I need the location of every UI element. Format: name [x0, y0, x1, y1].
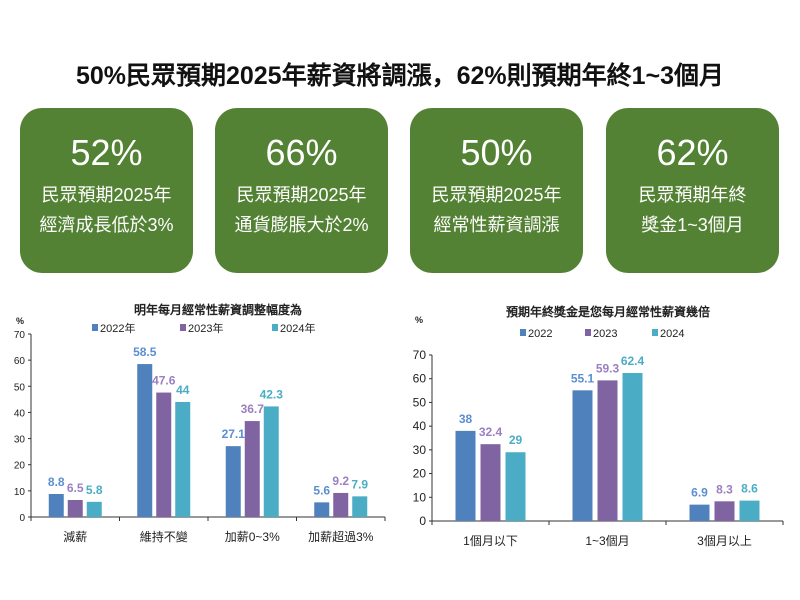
y-tick-label: 50 — [14, 382, 26, 393]
x-tick-label: 1~3個月 — [585, 534, 629, 548]
bar-0-2 — [225, 446, 241, 517]
y-tick-label: 0 — [419, 514, 426, 528]
legend-label: 2022 — [528, 328, 552, 340]
stat-label: 民眾預期2025年 — [41, 185, 172, 205]
x-tick-label: 減薪 — [63, 529, 87, 544]
y-tick-label: 60 — [14, 356, 26, 367]
legend-swatch-2 — [272, 324, 278, 331]
data-label: 5.8 — [86, 483, 103, 497]
bar-0-1 — [572, 390, 593, 521]
bar-2-1 — [622, 373, 643, 521]
data-label: 59.3 — [596, 361, 620, 375]
data-label: 9.2 — [332, 474, 349, 488]
stat-label: 經常性薪資調漲 — [433, 215, 560, 235]
stat-value: 52% — [70, 132, 143, 173]
legend-label: 2023 — [593, 328, 617, 340]
data-label: 47.6 — [152, 374, 176, 388]
data-label: 6.9 — [691, 486, 708, 500]
legend-label: 2022年 — [100, 321, 135, 335]
y-tick-label: 70 — [413, 348, 427, 362]
bar-2-0 — [86, 501, 102, 517]
bar-2-2 — [263, 406, 279, 517]
y-tick-label: 20 — [14, 461, 26, 472]
data-label: 32.4 — [479, 425, 503, 439]
data-label: 36.7 — [241, 402, 265, 416]
data-label: 5.6 — [313, 483, 330, 497]
data-label: 42.3 — [260, 387, 284, 401]
legend-swatch-1 — [180, 324, 186, 331]
legend-swatch-0 — [520, 329, 526, 336]
stat-value: 62% — [656, 132, 729, 173]
data-label: 44 — [176, 383, 190, 397]
legend-label: 2024年 — [280, 321, 315, 335]
y-tick-label: 50 — [413, 395, 427, 409]
bar-1-1 — [156, 392, 172, 517]
stat-value: 66% — [265, 132, 338, 173]
y-tick-label: 0 — [19, 513, 25, 524]
bar-2-2 — [739, 500, 760, 521]
y-tick-label: 30 — [413, 443, 427, 457]
y-tick-label: 40 — [14, 408, 26, 419]
stat-card-salary: 50% 民眾預期2025年 經常性薪資調漲 — [410, 108, 583, 273]
data-label: 27.1 — [222, 427, 246, 441]
chart-title: 明年每月經常性薪資調整幅度為 — [134, 302, 302, 317]
x-tick-label: 1個月以下 — [463, 534, 518, 548]
y-tick-label: 20 — [413, 467, 427, 481]
data-label: 29 — [509, 433, 523, 447]
bar-0-0 — [48, 493, 64, 517]
legend-swatch-0 — [92, 324, 98, 331]
stat-label: 民眾預期年終 — [638, 185, 747, 205]
legend-swatch-1 — [585, 329, 591, 336]
stat-card-gdp: 52% 民眾預期2025年 經濟成長低於3% — [20, 108, 193, 273]
bar-2-3 — [352, 496, 368, 517]
y-tick-label: 60 — [413, 372, 427, 386]
y-tick-label: 10 — [413, 490, 427, 504]
stat-label: 經濟成長低於3% — [39, 215, 174, 235]
legend-swatch-2 — [652, 329, 658, 336]
stat-card-inflation: 66% 民眾預期2025年 通貨膨脹大於2% — [215, 108, 388, 273]
bar-1-3 — [333, 492, 349, 517]
data-label: 62.4 — [621, 354, 645, 368]
bar-1-1 — [597, 380, 618, 521]
bar-1-0 — [67, 500, 83, 517]
bar-0-1 — [137, 364, 153, 517]
legend-label: 2024 — [660, 328, 684, 340]
data-label: 7.9 — [351, 477, 368, 491]
bar-0-2 — [689, 504, 710, 521]
y-tick-label: 10 — [14, 487, 26, 498]
bar-1-2 — [714, 501, 735, 521]
data-label: 8.8 — [48, 475, 65, 489]
bar-0-3 — [314, 502, 330, 517]
data-label: 38 — [459, 412, 473, 426]
chart-title: 預期年終獎金是您每月經常性薪資幾倍 — [506, 304, 710, 319]
y-axis-unit: % — [16, 316, 24, 326]
page-title: 50%民眾預期2025年薪資將調漲，62%則預期年終1~3個月 — [75, 62, 725, 90]
x-tick-label: 維持不變 — [140, 529, 188, 544]
x-tick-label: 加薪超過3% — [308, 529, 374, 544]
legend-label: 2023年 — [188, 321, 223, 335]
data-label: 6.5 — [67, 481, 84, 495]
stat-card-bonus: 62% 民眾預期年終 獎金1~3個月 — [606, 108, 779, 273]
stat-label: 民眾預期2025年 — [236, 185, 367, 205]
stat-label: 民眾預期2025年 — [431, 185, 562, 205]
data-label: 8.3 — [716, 482, 733, 496]
data-label: 55.1 — [571, 371, 595, 385]
x-tick-label: 3個月以上 — [697, 534, 752, 548]
stat-label: 通貨膨脹大於2% — [234, 215, 369, 235]
bar-2-1 — [175, 401, 191, 517]
y-tick-label: 30 — [14, 435, 26, 446]
y-tick-label: 70 — [14, 330, 26, 341]
y-tick-label: 40 — [413, 419, 427, 433]
stat-value: 50% — [460, 132, 533, 173]
stat-label: 獎金1~3個月 — [641, 215, 744, 235]
data-label: 8.6 — [741, 482, 758, 496]
bar-0-0 — [455, 430, 476, 521]
y-axis-unit: % — [415, 315, 423, 325]
bar-2-0 — [505, 452, 526, 521]
data-label: 58.5 — [133, 345, 157, 359]
bar-1-2 — [244, 421, 260, 517]
bar-1-0 — [480, 444, 501, 521]
x-tick-label: 加薪0~3% — [225, 530, 280, 544]
